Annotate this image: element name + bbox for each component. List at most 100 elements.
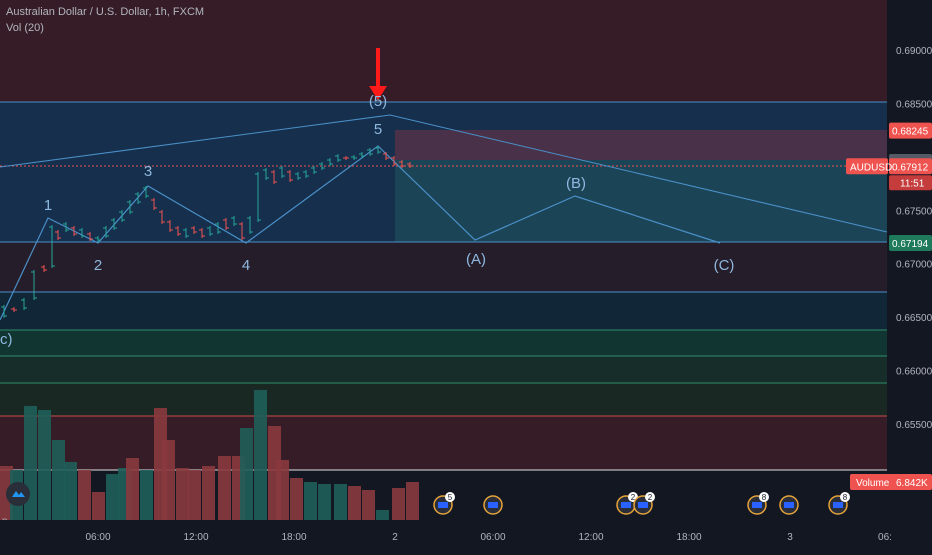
- countdown-tag: 11:51: [900, 178, 925, 189]
- x-tick-label: 18:00: [676, 532, 701, 543]
- flag-icon: [784, 502, 794, 508]
- wave-label: 3: [144, 163, 152, 180]
- x-tick-label: 2: [392, 532, 398, 543]
- volume-bar[interactable]: [406, 482, 419, 520]
- y-tick-label: 0.68500: [896, 99, 932, 110]
- wave-label: (C): [714, 257, 735, 274]
- time-axis: [0, 520, 887, 550]
- y-tick-label: 0.67000: [896, 260, 932, 271]
- volume-bar[interactable]: [218, 456, 231, 520]
- zone-band: [0, 383, 887, 416]
- y-tick-label: 0.65500: [896, 420, 932, 431]
- flag-icon: [833, 502, 843, 508]
- x-tick-label: 12:00: [183, 532, 208, 543]
- elliott-wave-path: [0, 145, 721, 321]
- event-count: 8: [762, 493, 767, 502]
- price-tag-top: 0.68245: [892, 127, 929, 138]
- red-arrow-head: [369, 86, 387, 100]
- volume-bar[interactable]: [362, 490, 375, 520]
- symbol-tag: AUDUSD: [850, 162, 892, 173]
- price-tag-support: 0.67194: [892, 239, 929, 250]
- x-tick-label: 18:00: [281, 532, 306, 543]
- y-tick-label: 0.69000: [896, 46, 932, 57]
- price-tag-support-bg: [889, 234, 932, 251]
- zone-band: [0, 242, 887, 292]
- event-count-bubble: [840, 492, 850, 502]
- cloud-icon: [12, 491, 25, 497]
- volume-bar[interactable]: [78, 470, 91, 520]
- price-tag-current-bg: [889, 158, 932, 175]
- x-tick-label: 12:00: [578, 532, 603, 543]
- zone-band: [0, 292, 887, 330]
- price-tag-current: 0.67912: [892, 162, 929, 173]
- volume-bar[interactable]: [38, 410, 51, 520]
- price-tag-top-bg: [889, 122, 932, 139]
- volume-tag-value: 6.842K: [896, 478, 928, 489]
- wave-label: 1: [44, 197, 52, 214]
- price-axis: [887, 0, 932, 550]
- event-count-bubble: [645, 492, 655, 502]
- event-count: 5: [448, 493, 453, 502]
- wave-label: 4: [242, 257, 250, 274]
- volume-bar[interactable]: [52, 440, 65, 520]
- volume-bar[interactable]: [140, 470, 153, 520]
- volume-bar[interactable]: [304, 482, 317, 520]
- stop-loss-zone: [395, 130, 887, 160]
- edge-label: c): [0, 331, 13, 348]
- event-count: 8: [843, 493, 848, 502]
- wave-label: 5: [374, 121, 382, 138]
- y-tick-label: 0.66500: [896, 313, 932, 324]
- y-tick-label: 0.66000: [896, 367, 932, 378]
- flag-icon: [752, 502, 762, 508]
- volume-bar[interactable]: [188, 470, 201, 520]
- trend-line: [0, 114, 888, 233]
- volume-bar[interactable]: [176, 468, 189, 520]
- wave-label: (B): [566, 175, 586, 192]
- volume-tag-label: Volume: [856, 478, 890, 489]
- zone-band: [0, 416, 887, 470]
- zone-band: [0, 0, 887, 102]
- wave-label: 2: [94, 257, 102, 274]
- x-tick-label: 06:00: [480, 532, 505, 543]
- volume-bar[interactable]: [126, 458, 139, 520]
- event-count: 2: [631, 493, 636, 502]
- x-tick-label: 3: [787, 532, 793, 543]
- countdown-tag-bg: [889, 175, 932, 191]
- symbol-tag-bg: [846, 158, 888, 175]
- volume-bar[interactable]: [348, 486, 361, 520]
- flag-icon: [621, 502, 631, 508]
- volume-bar[interactable]: [162, 440, 175, 520]
- wave-label: (A): [466, 251, 486, 268]
- volume-bar[interactable]: [376, 510, 389, 520]
- volume-bar[interactable]: [254, 390, 267, 520]
- volume-tag-bg: [850, 474, 932, 490]
- volume-bar[interactable]: [318, 484, 331, 520]
- volume-bar[interactable]: [202, 466, 215, 520]
- volume-bar[interactable]: [64, 462, 77, 520]
- flag-icon: [638, 502, 648, 508]
- volume-bar[interactable]: [334, 484, 347, 520]
- event-count-bubble: [759, 492, 769, 502]
- event-count-bubble: [445, 492, 455, 502]
- flag-icon: [438, 502, 448, 508]
- volume-bar[interactable]: [392, 488, 405, 520]
- volume-bar[interactable]: [106, 474, 119, 520]
- x-tick-label: 06:: [878, 532, 892, 543]
- volume-bar[interactable]: [276, 460, 289, 520]
- x-tick-label: 06:00: [85, 532, 110, 543]
- volume-bar[interactable]: [92, 492, 105, 520]
- flag-icon: [488, 502, 498, 508]
- tradingview-logo-icon[interactable]: [6, 482, 30, 506]
- y-tick-label: 0.67500: [896, 206, 932, 217]
- volume-bar[interactable]: [290, 478, 303, 520]
- symbol-title: Australian Dollar / U.S. Dollar, 1h, FXC…: [6, 6, 205, 18]
- event-count: 2: [648, 493, 653, 502]
- wave-label: (5): [369, 93, 387, 110]
- zone-band: [0, 330, 887, 356]
- zone-band: [0, 356, 887, 383]
- volume-bar[interactable]: [240, 428, 253, 520]
- volume-indicator-title: Vol (20): [6, 22, 44, 34]
- target-zone: [395, 160, 887, 242]
